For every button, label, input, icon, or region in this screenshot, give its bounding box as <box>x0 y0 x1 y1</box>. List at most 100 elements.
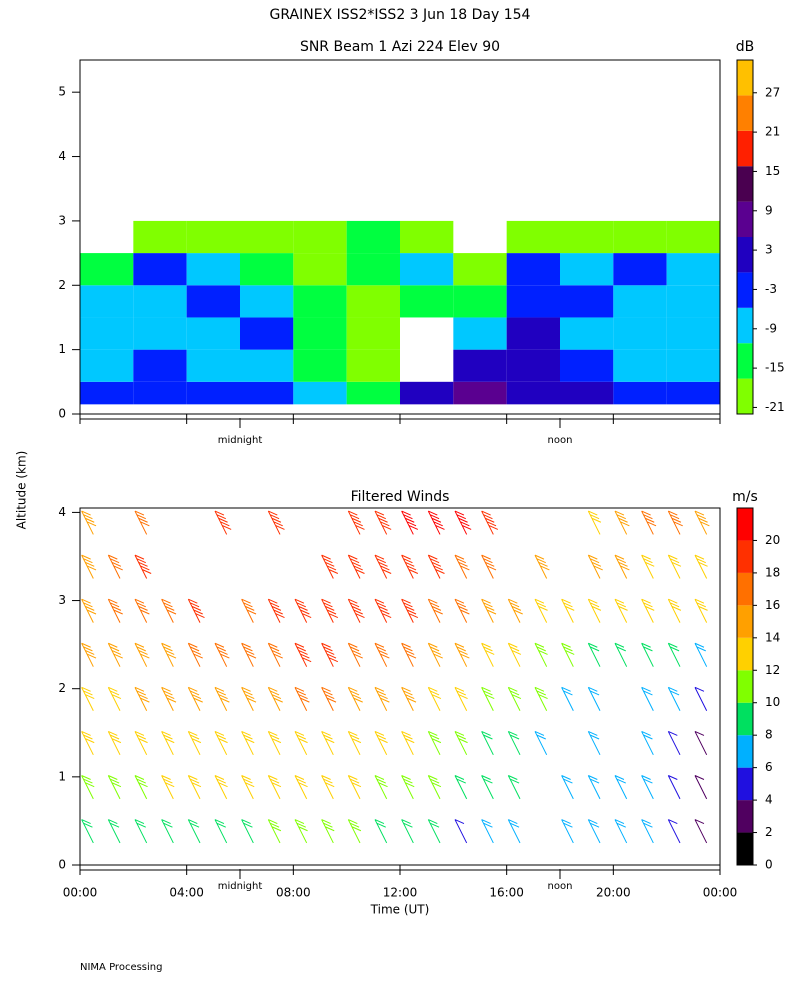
snr-cell <box>453 317 507 350</box>
snr-cell <box>613 285 667 318</box>
snr-cell <box>613 220 667 254</box>
wind-barb <box>667 642 681 667</box>
snr-cell <box>346 253 400 286</box>
wind-barb <box>294 730 308 756</box>
snr-cell <box>293 220 347 254</box>
colorbar-band <box>737 670 753 703</box>
wind-barb <box>81 730 95 756</box>
colorbar-band <box>737 95 753 131</box>
colorbar-band <box>737 605 753 638</box>
wind-barb <box>161 686 177 711</box>
snr-cell <box>506 220 560 254</box>
snr-cell <box>186 285 240 318</box>
wind-barb <box>321 642 339 667</box>
wind-barb <box>294 686 310 711</box>
colorbar-tick-label: -15 <box>765 361 785 375</box>
wind-barb <box>321 730 335 756</box>
snr-cell <box>506 381 560 405</box>
wind-barb <box>614 554 630 579</box>
wind-barb <box>401 775 415 800</box>
wind-barb <box>187 686 203 711</box>
snr-cell <box>613 381 667 405</box>
snr-cell <box>506 317 560 350</box>
colorbar-band <box>737 735 753 768</box>
colorbar-tick-label: 0 <box>765 858 773 872</box>
wind-barb <box>427 686 442 711</box>
wind-barb <box>241 642 257 667</box>
snr-cell <box>80 253 134 286</box>
wind-barb <box>641 510 657 535</box>
wind-barb <box>214 510 232 535</box>
page-title: GRAINEX ISS2*ISS2 3 Jun 18 Day 154 <box>270 7 531 23</box>
snr-cell <box>293 317 347 350</box>
snr-cell <box>293 381 347 405</box>
snr-cell <box>133 317 187 350</box>
wind-barb <box>107 730 122 756</box>
wind-barb <box>294 775 308 800</box>
wind-barb <box>454 642 470 667</box>
colorbar-tick-label: 18 <box>765 565 780 579</box>
colorbar-tick-label: -9 <box>765 321 777 335</box>
snr-cell <box>453 349 507 382</box>
snr-cell <box>400 253 454 286</box>
wind-barb <box>134 819 148 844</box>
wind-barb <box>641 554 655 579</box>
wind-barb <box>561 686 574 711</box>
snr-cell <box>346 349 400 382</box>
wind-barb <box>587 598 602 623</box>
wind-barb <box>694 686 708 711</box>
wind-barb <box>614 819 628 844</box>
x-axis-label: Time (UT) <box>370 903 430 917</box>
wind-barb <box>161 642 177 667</box>
wind-barb <box>161 819 174 844</box>
snr-cell <box>133 253 187 286</box>
wind-barb <box>401 554 419 579</box>
wind-barb <box>401 730 415 756</box>
wind-barb <box>321 775 335 800</box>
wind-barb <box>161 730 175 756</box>
wind-barb <box>667 598 682 623</box>
wind-barb <box>694 775 708 800</box>
colorbar-tick-label: 21 <box>765 125 780 139</box>
wind-barb <box>187 775 202 800</box>
wind-barb <box>694 554 708 579</box>
wind-barb <box>534 730 548 756</box>
wind-barb <box>694 730 708 756</box>
wind-barb <box>134 642 150 667</box>
snr-cell <box>240 317 294 350</box>
snr-cell <box>400 381 454 405</box>
wind-barb <box>187 730 202 756</box>
annotation: midnight <box>218 435 263 446</box>
colorbar-tick-label: 16 <box>765 598 780 612</box>
wind-barb <box>427 510 445 535</box>
wind-barb <box>454 730 468 756</box>
wind-barb <box>534 686 548 711</box>
wind-barb <box>561 642 575 667</box>
snr-cell <box>400 220 454 254</box>
wind-barb <box>347 642 363 667</box>
wind-barb <box>694 819 708 844</box>
wind-barb <box>694 642 708 667</box>
wind-barb <box>534 642 548 667</box>
colorbar-band <box>737 272 753 308</box>
wind-barb <box>161 598 177 623</box>
snr-cell <box>240 381 294 405</box>
colorbar-tick-label: 12 <box>765 663 780 677</box>
wind-barb <box>134 554 152 579</box>
colorbar-tick-label: 2 <box>765 825 773 839</box>
snr-cell <box>240 349 294 382</box>
wind-barb <box>401 819 414 844</box>
colorbar-label: m/s <box>732 489 758 505</box>
snr-cell <box>613 349 667 382</box>
snr-cell <box>186 253 240 286</box>
wind-barb <box>534 554 550 579</box>
wind-barb <box>587 642 601 667</box>
wind-barb <box>641 819 654 844</box>
wind-barb <box>454 775 468 800</box>
snr-cell <box>186 349 240 382</box>
colorbar-tick-label: 15 <box>765 164 780 178</box>
colorbar-tick-label: 14 <box>765 630 780 644</box>
wind-barb <box>107 775 122 800</box>
snr-cell <box>613 317 667 350</box>
